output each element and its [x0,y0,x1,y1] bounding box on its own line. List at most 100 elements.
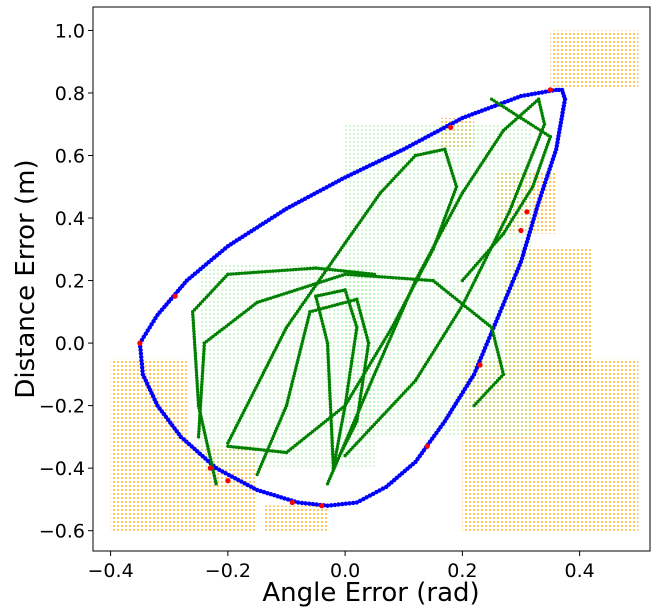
green-point [364,358,368,362]
green-point [322,327,326,331]
green-point [350,309,354,314]
green-point [447,205,451,210]
green-point [353,334,358,338]
green-point [319,267,324,271]
green-point [454,185,459,189]
green-point [325,482,330,486]
green-point [258,378,262,382]
blue-point [492,103,498,109]
green-point [328,391,332,395]
blue-point [310,501,316,507]
blue-point [496,312,502,317]
green-point [534,143,538,147]
green-point [361,271,365,275]
blue-point [495,315,500,321]
y-tick-label: 0.4 [55,208,85,230]
green-point [542,122,547,126]
green-point [191,321,196,325]
green-point [353,320,357,324]
green-point [327,383,332,387]
blue-point [561,103,566,109]
green-point [353,270,357,274]
green-point [205,441,209,446]
green-point [323,333,328,337]
green-point [247,398,252,403]
green-point [205,444,210,448]
green-point [432,149,436,154]
green-point [342,269,346,273]
green-point [516,186,521,191]
blue-point [485,339,491,344]
blue-point [505,98,511,104]
green-point [254,270,258,274]
green-point [191,315,195,319]
green-point [504,106,509,111]
blue-point [303,501,308,506]
green-point [199,417,204,421]
green-point [486,249,491,253]
green-point [291,377,295,381]
blue-point [550,157,556,162]
green-point [302,334,306,338]
green-point [524,168,528,173]
green-point [372,272,377,276]
green-point [197,432,201,436]
blue-point [515,95,520,100]
green-point [492,334,496,338]
green-point [214,482,218,486]
blue-point [282,496,287,501]
green-point [324,335,328,340]
green-point [200,374,204,378]
green-point [521,176,525,180]
green-point [293,369,297,373]
blue-point [561,107,566,112]
red-point [477,362,483,368]
green-point [490,328,495,332]
green-point [346,381,351,385]
green-point [319,293,323,297]
green-point [263,270,267,274]
green-point [306,284,310,288]
green-point [194,370,199,375]
green-point [334,450,339,454]
green-point [539,161,543,165]
green-point [494,235,499,239]
y-tick-label: 1.0 [55,20,85,42]
green-point [340,288,345,293]
green-point [192,340,197,344]
green-point [331,469,335,473]
green-point [335,289,339,294]
green-point [539,108,543,113]
green-point [327,374,331,379]
green-point [364,355,369,359]
blue-point [361,496,366,502]
green-point [191,318,195,322]
blue-point [494,319,499,324]
blue-point [329,503,334,508]
green-point [544,148,548,152]
green-point [348,304,352,308]
green-point [274,294,278,299]
green-point [297,267,301,271]
green-point [338,302,342,306]
green-point [304,323,309,327]
green-point [519,116,523,120]
green-point [195,379,199,383]
green-point [334,452,338,457]
green-point [436,234,440,238]
green-point [355,325,359,330]
green-point [265,449,269,454]
green-point [455,201,459,205]
green-point [328,267,332,272]
green-point [273,449,277,453]
green-point [448,163,452,167]
green-point [291,268,295,272]
green-point [269,355,273,360]
red-point [424,443,430,449]
green-point [538,164,542,168]
green-point [447,216,451,220]
blue-point [484,342,489,347]
blue-point [343,501,348,506]
green-point [197,406,201,410]
blue-point [556,133,561,139]
